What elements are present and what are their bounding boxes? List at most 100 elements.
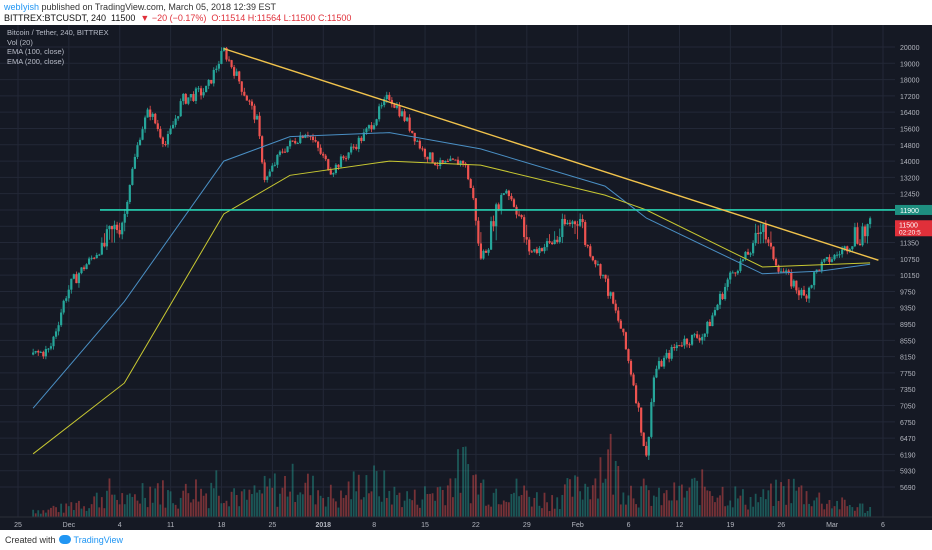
volume-bar bbox=[767, 490, 770, 517]
candle-body bbox=[288, 140, 292, 147]
candle-body bbox=[296, 142, 299, 144]
volume-bar bbox=[734, 486, 737, 517]
candle-body bbox=[599, 264, 602, 276]
volume-bar bbox=[266, 486, 269, 517]
volume-bar bbox=[78, 500, 80, 517]
volume-bar bbox=[795, 490, 798, 517]
volume-bar bbox=[268, 478, 271, 517]
volume-bar bbox=[805, 491, 808, 517]
candle-body bbox=[634, 385, 638, 404]
volume-bar bbox=[144, 497, 146, 517]
candle-body bbox=[693, 334, 696, 336]
volume-bar bbox=[446, 485, 449, 517]
volume-bar bbox=[474, 474, 477, 517]
candle-body bbox=[497, 204, 500, 210]
volume-bar bbox=[238, 506, 241, 517]
candle-body bbox=[159, 129, 162, 138]
chart-legend: Bitcoin / Tether, 240, BITTREX Vol (20) … bbox=[7, 28, 109, 66]
price-tick-label: 8550 bbox=[900, 338, 916, 345]
volume-bar bbox=[691, 478, 693, 517]
volume-bar bbox=[619, 504, 622, 517]
candle-body bbox=[418, 140, 421, 149]
candle-body bbox=[332, 172, 335, 175]
volume-bar bbox=[523, 485, 526, 517]
candle-body bbox=[792, 280, 795, 287]
candle-body bbox=[393, 104, 396, 108]
candle-body bbox=[93, 257, 96, 259]
volume-bar bbox=[482, 479, 485, 517]
support-price-label: 11900 bbox=[900, 208, 919, 215]
candle-body bbox=[431, 152, 434, 163]
volume-bar bbox=[693, 477, 696, 517]
price-axis-bg bbox=[895, 25, 932, 517]
candle-body bbox=[189, 94, 192, 98]
candle-body bbox=[243, 91, 246, 96]
volume-bar bbox=[327, 496, 330, 517]
volume-bar bbox=[625, 504, 627, 517]
volume-bar bbox=[141, 483, 144, 517]
volume-bar bbox=[368, 493, 370, 517]
volume-bar bbox=[836, 500, 838, 517]
candle-body bbox=[380, 105, 383, 107]
candle-body bbox=[271, 165, 274, 172]
candle-body bbox=[355, 146, 358, 149]
volume-bar bbox=[861, 503, 864, 517]
volume-bar bbox=[396, 495, 398, 517]
candle-body bbox=[197, 88, 200, 90]
volume-bar bbox=[370, 491, 373, 517]
candle-body bbox=[612, 292, 615, 304]
volume-bar bbox=[622, 492, 625, 517]
candle-body bbox=[207, 79, 210, 86]
candle-body bbox=[551, 242, 554, 245]
time-tick-label: 19 bbox=[726, 522, 734, 529]
candle-body bbox=[105, 229, 109, 247]
volume-bar bbox=[637, 507, 640, 517]
publisher-name[interactable]: webIyish bbox=[4, 2, 40, 12]
candle-body bbox=[436, 165, 439, 167]
candle-body bbox=[838, 254, 841, 256]
volume-bar bbox=[179, 497, 182, 517]
volume-bar bbox=[271, 487, 274, 517]
volume-bar bbox=[729, 500, 732, 517]
candle-body bbox=[57, 325, 60, 332]
candle-body bbox=[767, 239, 770, 243]
volume-bar bbox=[464, 446, 467, 517]
candle-body bbox=[576, 224, 579, 226]
volume-bar bbox=[177, 508, 180, 517]
volume-bar bbox=[164, 507, 167, 517]
candle-body bbox=[779, 271, 783, 273]
volume-bar bbox=[365, 475, 368, 517]
legend-ema200: EMA (200, close) bbox=[7, 56, 65, 66]
tradingview-brand[interactable]: TradingView bbox=[73, 535, 124, 545]
price-chart[interactable]: 20000 19000 18000 17200 16400 15600 14800 14000… bbox=[0, 25, 932, 530]
volume-bar bbox=[647, 490, 650, 517]
candle-body bbox=[215, 68, 218, 70]
candle-body bbox=[156, 123, 159, 130]
volume-bar bbox=[169, 491, 172, 517]
volume-bar bbox=[803, 504, 805, 517]
volume-bar bbox=[172, 503, 174, 517]
legend-ema100: EMA (100, close) bbox=[7, 47, 65, 56]
candle-body bbox=[678, 345, 681, 347]
volume-bar bbox=[599, 457, 602, 517]
volume-bar bbox=[47, 509, 50, 517]
volume-bar bbox=[146, 507, 149, 517]
candle-body bbox=[327, 159, 330, 171]
volume-bar bbox=[118, 504, 121, 517]
candle-body bbox=[146, 109, 149, 118]
candle-body bbox=[372, 125, 376, 130]
candle-body bbox=[754, 232, 757, 244]
candle-body bbox=[500, 194, 503, 210]
candle-body bbox=[423, 148, 427, 157]
chart-canvas[interactable]: 20000 19000 18000 17200 16400 15600 14800 14000… bbox=[0, 25, 932, 530]
price-tick-label: 9350 bbox=[900, 306, 916, 313]
candle-body bbox=[596, 264, 600, 266]
volume-bar bbox=[500, 504, 503, 517]
volume-bar bbox=[719, 495, 721, 517]
candle-body bbox=[235, 71, 238, 76]
volume-bar bbox=[480, 482, 482, 517]
volume-bar bbox=[604, 478, 607, 517]
volume-bar bbox=[775, 479, 777, 517]
volume-bar bbox=[675, 500, 678, 517]
candle-body bbox=[451, 158, 455, 160]
